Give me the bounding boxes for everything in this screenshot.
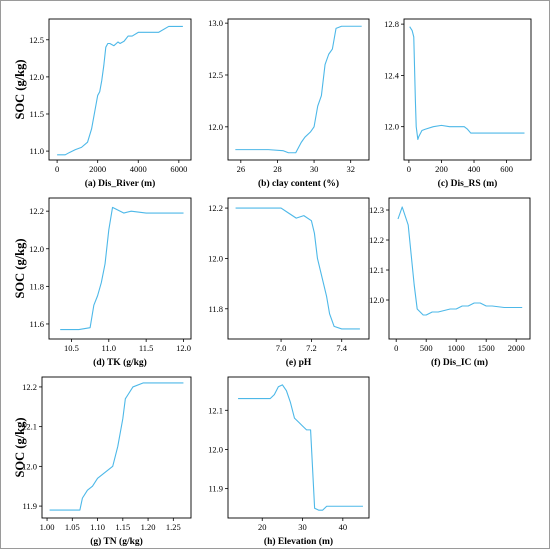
x-tick-label: 30 (298, 522, 307, 532)
x-tick-label: 1.00 (40, 522, 55, 532)
y-axis-label: SOC (g/kg) (13, 417, 27, 477)
plot-frame (48, 197, 192, 340)
x-tick-label: 12.0 (176, 343, 191, 353)
plot-frame (403, 18, 532, 161)
x-tick-label: 7.0 (276, 343, 287, 353)
x-tick-label: 1.05 (65, 522, 80, 532)
x-tick-label: 40 (339, 522, 348, 532)
y-tick-label: 12.4 (384, 70, 400, 80)
y-tick-label: 11.9 (208, 484, 223, 494)
x-tick-label: 1.15 (115, 522, 130, 532)
panel-caption: (b) clay content (%) (258, 178, 339, 189)
y-axis-label: SOC (g/kg) (13, 238, 27, 298)
y-tick-label: 12.2 (369, 235, 384, 245)
x-tick-label: 1.10 (90, 522, 105, 532)
panel-c: 0 200 400 600 12.0 12.4 12.8 (c) Dis_RS (m) (384, 18, 532, 189)
plot-frame (227, 197, 370, 340)
x-tick-label: 4000 (130, 164, 147, 174)
panel-b: 26 28 30 32 12.0 12.5 13.0 (b) clay content (%) (208, 18, 370, 189)
plot-frame (388, 197, 531, 340)
x-tick-label: 200 (435, 164, 448, 174)
panel-caption: (a) Dis_River (m) (85, 178, 156, 189)
x-tick-label: 11.0 (102, 343, 117, 353)
y-tick-label: 13.0 (208, 18, 223, 28)
plot-frame (48, 18, 192, 161)
y-tick-label: 12.0 (208, 122, 223, 132)
y-tick-label: 11.8 (29, 281, 44, 291)
y-tick-label: 12.0 (208, 253, 223, 263)
y-tick-label: 12.1 (22, 422, 37, 432)
y-tick-label: 12.0 (208, 444, 223, 454)
panel-g: 1.00 1.05 1.10 1.15 1.20 1.25 11.9 12.0 12.1 12.2… (13, 376, 192, 547)
x-tick-label: 1.20 (141, 522, 156, 532)
y-tick-label: 12.5 (29, 35, 44, 45)
x-tick-label: 1500 (478, 343, 495, 353)
y-tick-label: 12.0 (384, 122, 399, 132)
y-axis-label: SOC (g/kg) (13, 59, 27, 119)
x-tick-label: 1000 (448, 343, 465, 353)
y-tick-label: 11.9 (22, 501, 37, 511)
y-tick-label: 11.0 (29, 146, 44, 156)
series-line (49, 382, 184, 511)
y-tick-label: 12.8 (384, 19, 399, 29)
panel-caption: (g) TN (g/kg) (90, 536, 143, 547)
x-tick-label: 2000 (89, 164, 106, 174)
x-tick-label: 26 (237, 164, 246, 174)
y-tick-label: 12.1 (369, 265, 384, 275)
series-line (238, 384, 363, 511)
x-tick-label: 2000 (508, 343, 525, 353)
x-tick-label: 0 (394, 343, 398, 353)
plot-frame (41, 376, 192, 519)
series-line (397, 206, 523, 316)
x-tick-label: 400 (468, 164, 481, 174)
series-line (60, 206, 184, 331)
y-tick-label: 12.0 (29, 244, 44, 254)
panel-caption: (c) Dis_RS (m) (438, 178, 498, 189)
y-tick-label: 11.5 (29, 109, 44, 119)
panel-f: 0 500 1000 1500 2000 12.0 12.1 12.2 12.3 (f) Dis_… (369, 197, 531, 368)
y-tick-label: 12.2 (208, 203, 223, 213)
x-tick-label: 28 (273, 164, 282, 174)
y-tick-label: 12.1 (208, 405, 223, 415)
x-tick-label: 6000 (170, 164, 187, 174)
panel-h: 20 30 40 11.9 12.0 12.1 (h) Elevation (m) (208, 376, 370, 547)
x-tick-label: 11.5 (139, 343, 154, 353)
panel-d: 10.5 11.0 11.5 12.0 11.6 11.8 12.0 12.2 (d) TK (… (13, 197, 192, 368)
series-line (57, 25, 183, 156)
panel-caption: (d) TK (g/kg) (93, 357, 147, 368)
x-tick-label: 0 (55, 164, 59, 174)
panel-e: 7.0 7.2 7.4 11.8 12.0 12.2 (e) pH (208, 197, 370, 368)
y-tick-label: 12.5 (208, 70, 223, 80)
x-tick-label: 10.5 (64, 343, 79, 353)
panel-caption: (h) Elevation (m) (264, 536, 333, 547)
x-tick-label: 1.25 (166, 522, 181, 532)
y-tick-label: 12.0 (22, 461, 37, 471)
x-tick-label: 32 (346, 164, 355, 174)
y-tick-label: 12.3 (369, 205, 384, 215)
panel-caption: (f) Dis_IC (m) (431, 357, 488, 368)
series-line (235, 25, 362, 154)
y-tick-label: 12.2 (22, 382, 37, 392)
x-tick-label: 0 (407, 164, 411, 174)
x-tick-label: 30 (310, 164, 319, 174)
series-line (235, 207, 360, 330)
y-tick-label: 11.8 (208, 304, 223, 314)
y-tick-label: 12.0 (29, 72, 44, 82)
plot-frame (227, 18, 370, 161)
x-tick-label: 600 (500, 164, 513, 174)
x-tick-label: 20 (258, 522, 267, 532)
series-line (409, 26, 525, 141)
y-tick-label: 12.2 (29, 206, 44, 216)
y-tick-label: 11.6 (29, 319, 44, 329)
x-tick-label: 7.4 (336, 343, 347, 353)
plot-frame (227, 376, 370, 519)
panel-a: 0 2000 4000 6000 11.0 11.5 12.0 12.5 (a) Dis_Riv… (13, 18, 192, 189)
x-tick-label: 500 (420, 343, 433, 353)
panel-caption: (e) pH (286, 357, 312, 368)
x-tick-label: 7.2 (306, 343, 317, 353)
y-tick-label: 12.0 (369, 295, 384, 305)
